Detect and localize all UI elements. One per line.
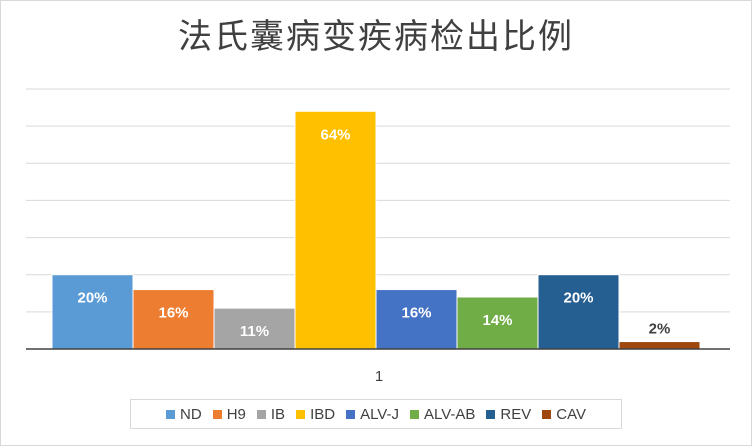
bar-ibd [294,110,377,350]
legend-swatch [409,409,419,419]
legend-label: ALV-AB [423,405,476,423]
data-label: 16% [401,305,431,322]
legend-label: H9 [226,405,246,423]
bar-ib [213,307,296,350]
data-label: 20% [77,290,107,307]
data-label: 2% [649,321,671,338]
bar-rev [537,274,620,350]
legend-label: ND [180,405,202,423]
bar-cav [618,341,701,350]
bar-chart: 20% 16% 11% 64% 16% 14% 20% 2% 1 [26,88,730,385]
bar-alv-ab [456,296,539,350]
legend-entry-alv-ab: ALV-AB [409,405,476,423]
x-tick-label: 1 [375,368,383,385]
legend-swatch [296,409,306,419]
legend-swatch [256,409,266,419]
legend-swatch [542,409,552,419]
legend-label: IB [270,405,286,423]
legend-label: CAV [556,405,586,423]
bar-nd [51,274,134,350]
data-label: 14% [482,312,512,329]
legend-label: ALV-J [360,405,399,423]
legend-entry-cav: CAV [542,406,586,423]
legend-entry-ibd: IBD [296,406,335,423]
data-label: 16% [158,305,188,322]
legend-label: REV [500,405,532,423]
legend-swatch [212,409,222,419]
legend-entry-ib: IB [256,405,286,423]
legend-entry-rev: REV [486,406,531,423]
data-label: 20% [563,290,593,307]
data-label: 11% [240,323,269,340]
legend-swatch [346,409,356,419]
legend-entry-nd: ND [166,406,202,423]
legend-swatch [486,409,496,419]
data-label: 64% [320,126,350,143]
legend-entry-h9: H9 [212,405,246,423]
chart-title: 法氏囊病变疾病检出比例 [178,17,574,57]
legend-label: IBD [310,405,336,423]
legend-entry-alv-j: ALV-J [346,406,399,423]
legend-swatch [166,409,176,419]
chart-legend: ND H9 IB IBD ALV-J ALV-AB REV CAV [130,399,622,429]
